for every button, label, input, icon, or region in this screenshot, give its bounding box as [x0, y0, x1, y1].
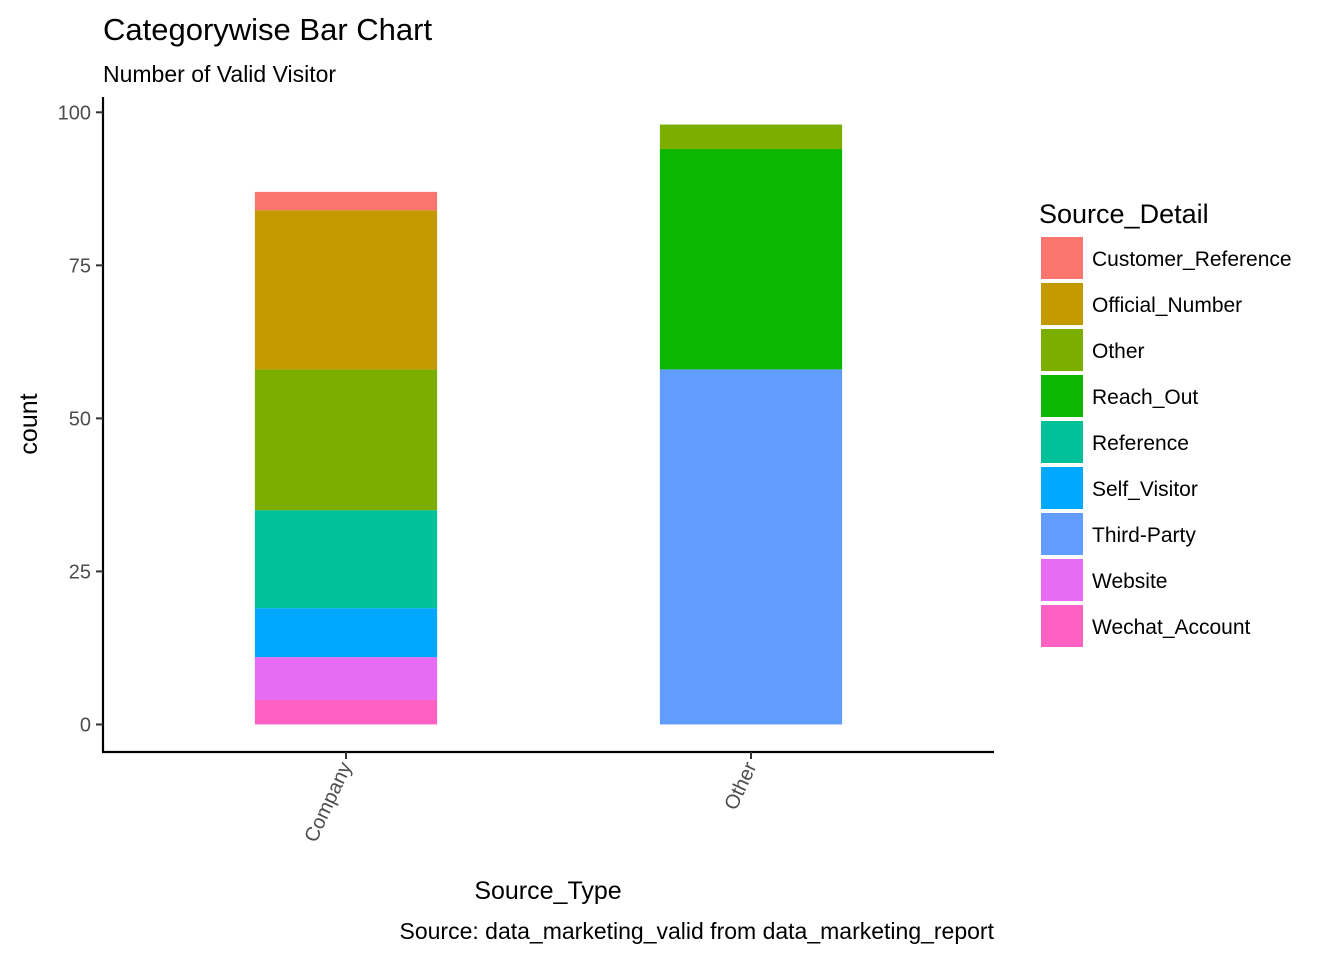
- legend-key-third-party: [1041, 513, 1083, 555]
- legend-label-reach-out: Reach_Out: [1092, 386, 1198, 409]
- legend-label-reference: Reference: [1092, 432, 1189, 455]
- bar-segment-company-customer-reference: [254, 191, 438, 211]
- legend-key-official-number: [1041, 283, 1083, 325]
- legend-label-customer-reference: Customer_Reference: [1092, 248, 1292, 271]
- x-tick-label-other: Other: [720, 759, 761, 814]
- x-tick-label-company: Company: [300, 759, 356, 846]
- y-tick-label: 100: [58, 102, 91, 124]
- y-tick-label: 50: [69, 408, 91, 430]
- legend-label-official-number: Official_Number: [1092, 294, 1242, 317]
- y-tick-label: 0: [80, 714, 91, 736]
- y-tick-label: 75: [69, 255, 91, 277]
- legend: Source_Detail Customer_Reference Official…: [1039, 199, 1292, 647]
- legend-label-self-visitor: Self_Visitor: [1092, 478, 1198, 501]
- x-ticks-layer: Company Other: [300, 752, 762, 846]
- bar-segment-other-third-party: [659, 369, 843, 725]
- bar-segment-company-reference: [254, 510, 438, 609]
- legend-key-reach-out: [1041, 375, 1083, 417]
- bar-segment-other-reach-out: [659, 149, 843, 370]
- legend-key-website: [1041, 559, 1083, 601]
- chart-caption: Source: data_marketing_valid from data_m…: [400, 918, 995, 944]
- bars-layer: [254, 124, 843, 725]
- y-tick-label: 25: [69, 561, 91, 583]
- legend-label-wechat-account: Wechat_Account: [1092, 616, 1251, 639]
- legend-key-customer-reference: [1041, 237, 1083, 279]
- chart-title: Categorywise Bar Chart: [103, 12, 432, 47]
- bar-segment-company-wechat-account: [254, 699, 438, 725]
- bar-segment-company-other: [254, 369, 438, 511]
- legend-items: Customer_Reference Official_Number Other Re…: [1041, 237, 1292, 647]
- legend-label-website: Website: [1092, 570, 1167, 593]
- bar-segment-company-self-visitor: [254, 608, 438, 658]
- legend-key-reference: [1041, 421, 1083, 463]
- legend-title: Source_Detail: [1039, 199, 1209, 229]
- y-axis-title: count: [15, 393, 43, 454]
- x-axis-title: Source_Type: [474, 877, 621, 905]
- y-ticks-layer: 0 25 50 75 100: [58, 102, 103, 736]
- legend-label-third-party: Third-Party: [1092, 524, 1196, 547]
- legend-key-wechat-account: [1041, 605, 1083, 647]
- legend-key-other: [1041, 329, 1083, 371]
- legend-label-other: Other: [1092, 340, 1145, 363]
- chart-subtitle: Number of Valid Visitor: [103, 61, 336, 87]
- bar-segment-company-official-number: [254, 210, 438, 370]
- legend-key-self-visitor: [1041, 467, 1083, 509]
- bar-segment-company-website: [254, 657, 438, 700]
- bar-segment-other-other: [659, 124, 843, 150]
